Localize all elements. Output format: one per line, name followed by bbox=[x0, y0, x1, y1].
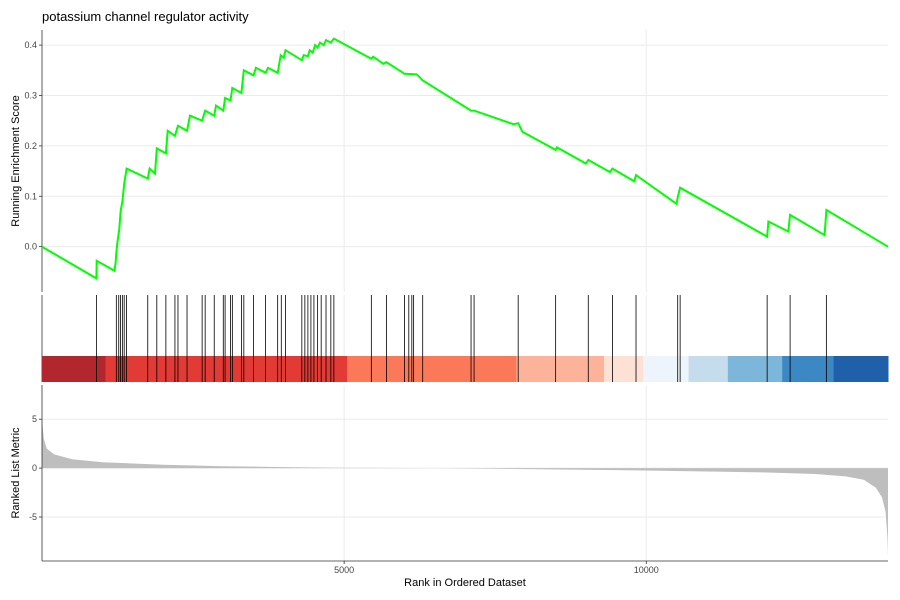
color-bar-segment bbox=[603, 356, 644, 382]
y-tick-label: 0.0 bbox=[24, 242, 37, 252]
color-bar-segment bbox=[42, 356, 106, 382]
enrichment-y-ticks: 0.0 0.1 0.2 0.3 0.4 bbox=[24, 40, 42, 252]
ranked-metric-gridlines bbox=[42, 385, 888, 561]
ranked-metric-y-axis-title: Ranked List Metric bbox=[10, 427, 22, 519]
running-enrichment-score-line bbox=[41, 37, 889, 281]
color-bar-segment bbox=[516, 356, 605, 382]
enrichment-gridlines bbox=[42, 30, 888, 292]
y-tick-label: 0.2 bbox=[24, 141, 37, 151]
y-tick-label: 0 bbox=[32, 463, 37, 473]
ranked-metric-y-ticks: -5 0 5 bbox=[29, 414, 42, 522]
x-tick-label: 10000 bbox=[634, 565, 659, 575]
enrichment-panel: 0.0 0.1 0.2 0.3 0.4 Running Enrichment Score bbox=[10, 30, 889, 292]
color-bar-segment bbox=[688, 356, 729, 382]
color-bar-segment bbox=[643, 356, 690, 382]
ranked-list-metric-area bbox=[42, 419, 888, 557]
color-bar-segment bbox=[105, 356, 348, 382]
y-tick-label: 5 bbox=[32, 414, 37, 424]
color-bar-segment bbox=[347, 356, 517, 382]
ranked-metric-panel: -5 0 5 Ranked List Metric 5000 10000 Rank i… bbox=[10, 385, 888, 589]
y-tick-label: 0.4 bbox=[24, 40, 37, 50]
y-tick-label: 0.3 bbox=[24, 91, 37, 101]
chart-title: potassium channel regulator activity bbox=[42, 9, 249, 24]
y-tick-label: -5 bbox=[29, 512, 37, 522]
x-ticks: 5000 10000 bbox=[334, 561, 659, 575]
enrichment-y-axis-title: Running Enrichment Score bbox=[10, 95, 22, 226]
ranking-color-bar bbox=[42, 356, 889, 382]
gene-hit-marks bbox=[95, 295, 827, 382]
color-bar-segment bbox=[833, 356, 889, 382]
color-bar-segment bbox=[727, 356, 783, 382]
x-tick-label: 5000 bbox=[334, 565, 354, 575]
hits-panel bbox=[41, 295, 889, 382]
y-tick-label: 0.1 bbox=[24, 191, 37, 201]
x-axis-title: Rank in Ordered Dataset bbox=[404, 577, 526, 589]
color-bar-segment bbox=[782, 356, 835, 382]
